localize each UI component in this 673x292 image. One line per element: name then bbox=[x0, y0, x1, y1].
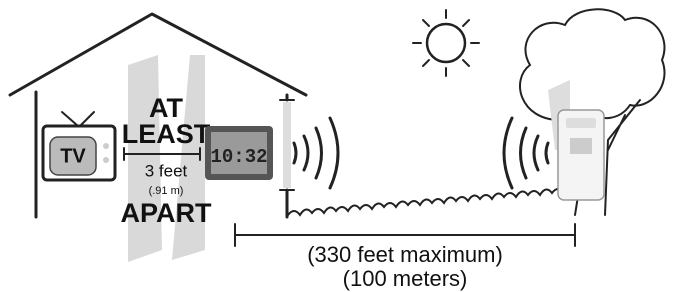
antenna bbox=[62, 112, 78, 126]
tv-knob bbox=[103, 143, 109, 149]
range-text: (100 meters) bbox=[343, 266, 468, 291]
spacing-text: APART bbox=[121, 198, 213, 228]
spacing-text: LEAST bbox=[122, 119, 211, 149]
tv-label: TV bbox=[60, 145, 86, 167]
antenna bbox=[80, 112, 94, 126]
sensor-label bbox=[570, 138, 592, 154]
tv-knob bbox=[103, 157, 109, 163]
distance-text: 3 feet bbox=[145, 161, 188, 180]
sensor-top bbox=[566, 118, 596, 128]
signal-waves bbox=[504, 118, 548, 188]
tree-crown bbox=[520, 9, 664, 120]
clock-time: 10:32 bbox=[210, 146, 267, 168]
wall-gap bbox=[283, 102, 291, 188]
diagram: TV AT LEAST 3 feet (.91 m) APART 10:32 (… bbox=[0, 0, 673, 292]
signal-waves bbox=[294, 118, 338, 188]
range-text: (330 feet maximum) bbox=[307, 242, 503, 267]
metric-text: (.91 m) bbox=[149, 185, 184, 197]
sun-rays bbox=[413, 10, 479, 76]
sun bbox=[427, 24, 465, 62]
ground bbox=[288, 187, 576, 215]
band bbox=[128, 55, 162, 262]
